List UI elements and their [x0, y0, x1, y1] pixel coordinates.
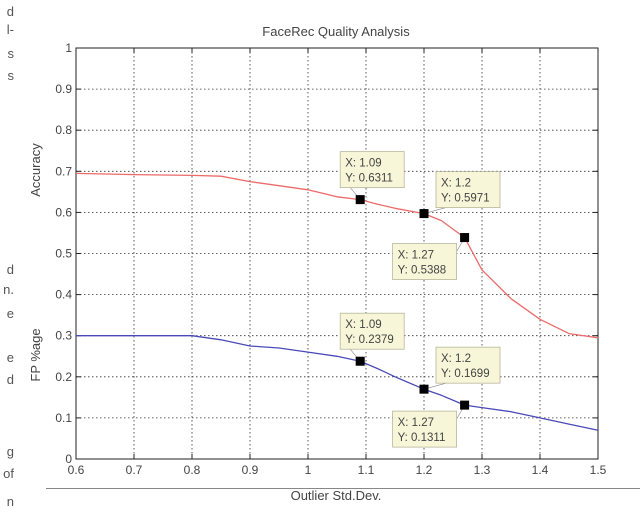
x-tick-label: 1 — [305, 463, 312, 477]
y-axis-label-fp-age: FP %age — [28, 328, 43, 381]
y-axis-label-accuracy: Accuracy — [28, 143, 43, 197]
margin-text-fragment: e — [6, 350, 14, 365]
y-tick-label: 0.2 — [55, 370, 72, 384]
datatip-marker — [355, 356, 365, 366]
datatip-y-label: Y: 0.6311 — [345, 173, 393, 185]
datatip-y-label: Y: 0.5971 — [441, 193, 490, 205]
datatip-x-label: X: 1.2 — [441, 178, 471, 190]
margin-text-fragment: d — [6, 4, 14, 19]
x-tick-label: 1.5 — [590, 463, 607, 477]
datatip-x-label: X: 1.09 — [345, 158, 381, 170]
x-axis-label: Outlier Std.Dev. — [291, 488, 382, 503]
datatip-marker — [355, 195, 365, 205]
datatip-box — [435, 171, 501, 208]
x-tick-label: 0.9 — [242, 463, 259, 477]
y-tick-label: 0.6 — [55, 205, 72, 219]
margin-text-fragment: s — [7, 46, 15, 61]
y-tick-label: 0.9 — [55, 82, 72, 96]
datatip-box — [392, 243, 458, 280]
datatip-box — [339, 312, 405, 350]
chart-title: FaceRec Quality Analysis — [262, 24, 410, 39]
margin-text-fragment: d — [6, 372, 14, 387]
y-tick-label: 0.3 — [55, 329, 72, 343]
y-tick-label: 0 — [65, 452, 72, 466]
series-line-fp-age — [76, 335, 599, 431]
margin-text-fragment: s — [7, 68, 15, 83]
margin-text-fragment: g — [6, 444, 14, 459]
y-tick-label: 0.4 — [55, 288, 72, 302]
datatip-box — [339, 151, 405, 189]
datatip-marker — [419, 209, 429, 219]
datatip-marker — [460, 233, 470, 243]
margin-text-fragment: l- — [6, 22, 14, 37]
series-line-accuracy — [75, 172, 599, 339]
y-tick-label: 1 — [65, 41, 72, 55]
margin-text-fragment: n. — [3, 282, 14, 297]
datatip-y-label: Y: 0.1311 — [398, 432, 446, 444]
datatips: X: 1.09 Y: 0.6311 X: 1.2 Y: 0.5971 X: 1.27 Y:… — [339, 151, 501, 448]
y-tick-label: 0.8 — [55, 123, 72, 137]
y-tick-label: 0.1 — [55, 411, 72, 425]
x-tick-label: 0.7 — [126, 463, 143, 477]
series-lines — [75, 172, 599, 431]
datatip-x-label: X: 1.09 — [345, 319, 381, 331]
datatip-x-label: X: 1.27 — [398, 250, 434, 262]
margin-text-fragment: e — [6, 306, 14, 321]
datatip-y-label: Y: 0.2379 — [345, 334, 394, 346]
x-tick-label: 1.3 — [474, 463, 491, 477]
datatip-marker — [419, 384, 429, 394]
page-bottom-rule — [46, 488, 640, 489]
datatip-x-label: X: 1.2 — [441, 353, 471, 365]
x-tick-label: 1.1 — [358, 463, 375, 477]
y-tick-label: 0.7 — [55, 164, 72, 178]
datatip-box — [435, 346, 501, 384]
datatip-x-label: X: 1.27 — [398, 417, 434, 429]
datatip-marker — [460, 400, 470, 410]
margin-text-fragment: n — [6, 494, 14, 509]
x-tick-label: 1.4 — [532, 463, 549, 477]
margin-text-fragment: of — [3, 466, 14, 481]
x-tick-label: 0.6 — [68, 463, 85, 477]
margin-text-fragment: d — [6, 262, 14, 277]
datatip-box — [392, 410, 458, 448]
datatip-y-label: Y: 0.1699 — [441, 368, 490, 380]
axis-ticks: 0.6 0.7 0.8 0.9 1 1.1 1.2 1.3 1.4 1.5 0 0.1 0.2 0.3 0.… — [55, 41, 606, 477]
datatip-y-label: Y: 0.5388 — [398, 265, 447, 277]
grid — [76, 48, 598, 459]
x-tick-label: 0.8 — [184, 463, 201, 477]
y-tick-label: 0.5 — [55, 247, 72, 261]
x-tick-label: 1.2 — [416, 463, 433, 477]
